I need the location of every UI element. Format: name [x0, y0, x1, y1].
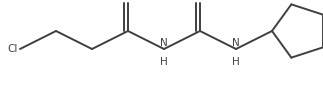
Text: N: N — [160, 38, 168, 48]
Text: H: H — [160, 57, 168, 67]
Text: H: H — [232, 57, 240, 67]
Text: Cl: Cl — [8, 44, 18, 54]
Text: O: O — [194, 0, 202, 1]
Text: N: N — [232, 38, 240, 48]
Text: O: O — [122, 0, 130, 1]
